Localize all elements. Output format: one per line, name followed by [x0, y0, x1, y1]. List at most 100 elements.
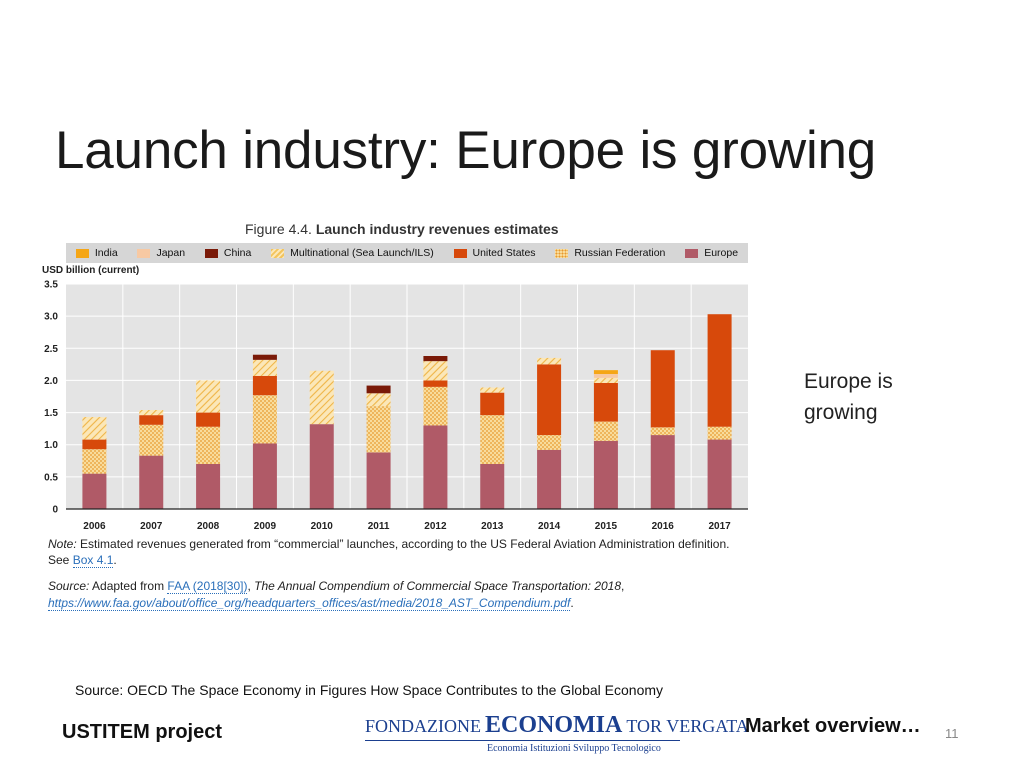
project-label: USTITEM project [62, 721, 223, 743]
bar-united-states-2015 [593, 383, 618, 422]
bar-multinational-sea-launch-ils-2009 [252, 359, 277, 376]
bar-china-2012 [423, 356, 448, 362]
y-tick-label: 1.5 [44, 408, 58, 419]
legend-swatch-india [75, 248, 89, 258]
source-prefix: Adapted from [92, 579, 165, 593]
x-tick-label-2016: 2016 [652, 521, 675, 532]
bar-multinational-sea-launch-ils-2007 [139, 410, 164, 416]
bar-united-states-2013 [480, 392, 505, 416]
legend-swatch-china [204, 248, 218, 258]
page-number: 11 [945, 726, 959, 741]
bar-multinational-sea-launch-ils-2013 [480, 387, 505, 393]
x-tick-label-2006: 2006 [83, 521, 106, 532]
market-overview-label: Market overview… [745, 715, 921, 737]
legend-swatch-japan [137, 248, 151, 258]
faa-link[interactable]: FAA (2018[30]) [167, 579, 248, 594]
logo-word-fondazione: FONDAZIONE [365, 716, 481, 736]
bar-multinational-sea-launch-ils-2010 [309, 370, 334, 425]
x-tick-label-2013: 2013 [481, 521, 504, 532]
bar-europe-2016 [650, 435, 675, 509]
bar-united-states-2012 [423, 380, 448, 387]
bar-russian-federation-2012 [423, 386, 448, 426]
footer-source: Source: OECD The Space Economy in Figure… [75, 682, 664, 698]
legend-item-europe: Europe [685, 247, 738, 259]
bar-united-states-2008 [196, 412, 221, 427]
source-comma: , [621, 579, 625, 593]
slide-title: Launch industry: Europe is growing [55, 121, 877, 180]
bar-united-states-2017 [707, 314, 732, 427]
legend-label-united-states: United States [472, 247, 536, 259]
legend-label-india: India [94, 247, 118, 259]
bar-china-2009 [252, 354, 277, 360]
legend-item-china: China [204, 247, 252, 259]
x-tick-label-2011: 2011 [368, 521, 390, 532]
x-tick-label-2009: 2009 [254, 521, 277, 532]
chart-legend: India Japan China Multinational (Sea Launch… [66, 243, 748, 263]
logo-word-torvergata: TOR VERGATA [626, 716, 749, 736]
bar-india-2015 [593, 370, 618, 374]
box-link[interactable]: Box 4.1 [72, 553, 114, 568]
figure-title: Figure 4.4. Launch industry revenues est… [245, 221, 559, 237]
bar-russian-federation-2014 [537, 435, 562, 450]
bar-russian-federation-2015 [593, 421, 618, 441]
legend-item-russian-federation: Russian Federation [555, 247, 665, 259]
bar-europe-2011 [366, 452, 391, 509]
bar-russian-federation-2007 [139, 424, 164, 456]
x-tick-label-2012: 2012 [424, 521, 447, 532]
x-tick-label-2010: 2010 [311, 521, 334, 532]
bar-multinational-sea-launch-ils-2015 [593, 377, 618, 383]
source-label: Source: [48, 579, 90, 593]
bar-japan-2015 [593, 374, 618, 378]
y-tick-label: 1.0 [44, 440, 58, 451]
bar-russian-federation-2017 [707, 426, 732, 440]
x-tick-label-2007: 2007 [140, 521, 163, 532]
x-tick-label-2014: 2014 [538, 521, 561, 532]
bar-europe-2017 [707, 439, 732, 509]
bar-multinational-sea-launch-ils-2011 [366, 393, 391, 407]
legend-label-japan: Japan [156, 247, 186, 259]
bar-europe-2015 [593, 440, 618, 509]
legend-label-russian-federation: Russian Federation [574, 247, 666, 259]
bar-multinational-sea-launch-ils-2012 [423, 361, 448, 381]
y-tick-label: 2.0 [44, 376, 58, 387]
bar-multinational-sea-launch-ils-2014 [537, 357, 562, 365]
legend-label-multinational-sea-launch-ils: Multinational (Sea Launch/ILS) [290, 247, 434, 259]
y-tick-label: 0 [52, 505, 58, 516]
note-end: . [113, 553, 117, 567]
source-title: The Annual Compendium of Commercial Spac… [254, 579, 622, 593]
figure-source: Source: Adapted from FAA (2018[30]), The… [48, 578, 748, 612]
figure-title-text: Launch industry revenues estimates [315, 221, 559, 237]
chart-plot: USD billion (current) 0 0.5 1.0 1.5 2.0 2.5 3.0… [42, 265, 748, 532]
bar-russian-federation-2011 [366, 406, 391, 453]
legend-item-united-states: United States [453, 247, 536, 259]
legend-label-china: China [223, 247, 252, 259]
legend-item-multinational-sea-launch-ils: Multinational (Sea Launch/ILS) [271, 247, 434, 259]
x-tick-label-2008: 2008 [197, 521, 220, 532]
logo-subtitle: Economia Istituzioni Sviluppo Tecnologic… [487, 743, 661, 754]
bar-united-states-2009 [252, 375, 277, 396]
legend-label-europe: Europe [704, 247, 739, 259]
y-tick-label: 3.0 [44, 312, 58, 323]
bar-russian-federation-2009 [252, 395, 277, 444]
bar-europe-2007 [139, 455, 164, 509]
bar-europe-2014 [537, 449, 562, 509]
y-axis-title: USD billion (current) [42, 265, 139, 276]
logo-word-economia: ECONOMIA [485, 712, 623, 738]
y-tick-label: 0.5 [44, 472, 58, 483]
bar-united-states-2016 [650, 350, 675, 428]
legend-swatch-europe [685, 248, 699, 258]
bar-europe-2010 [309, 424, 334, 509]
source-url-link[interactable]: https://www.faa.gov/about/office_org/hea… [48, 596, 571, 611]
legend-item-japan: Japan [137, 247, 185, 259]
bar-russian-federation-2008 [196, 426, 221, 464]
side-note: Europe is growing [804, 370, 893, 424]
bar-russian-federation-2016 [650, 427, 675, 436]
bar-multinational-sea-launch-ils-2006 [82, 417, 107, 440]
bar-russian-federation-2006 [82, 449, 107, 474]
source-sep: , [247, 579, 251, 593]
legend-swatch-united-states [453, 248, 467, 258]
note-text: Estimated revenues generated from “comme… [48, 537, 730, 567]
bar-europe-2012 [423, 425, 448, 509]
bar-china-2011 [366, 385, 391, 394]
bar-united-states-2007 [139, 415, 164, 425]
